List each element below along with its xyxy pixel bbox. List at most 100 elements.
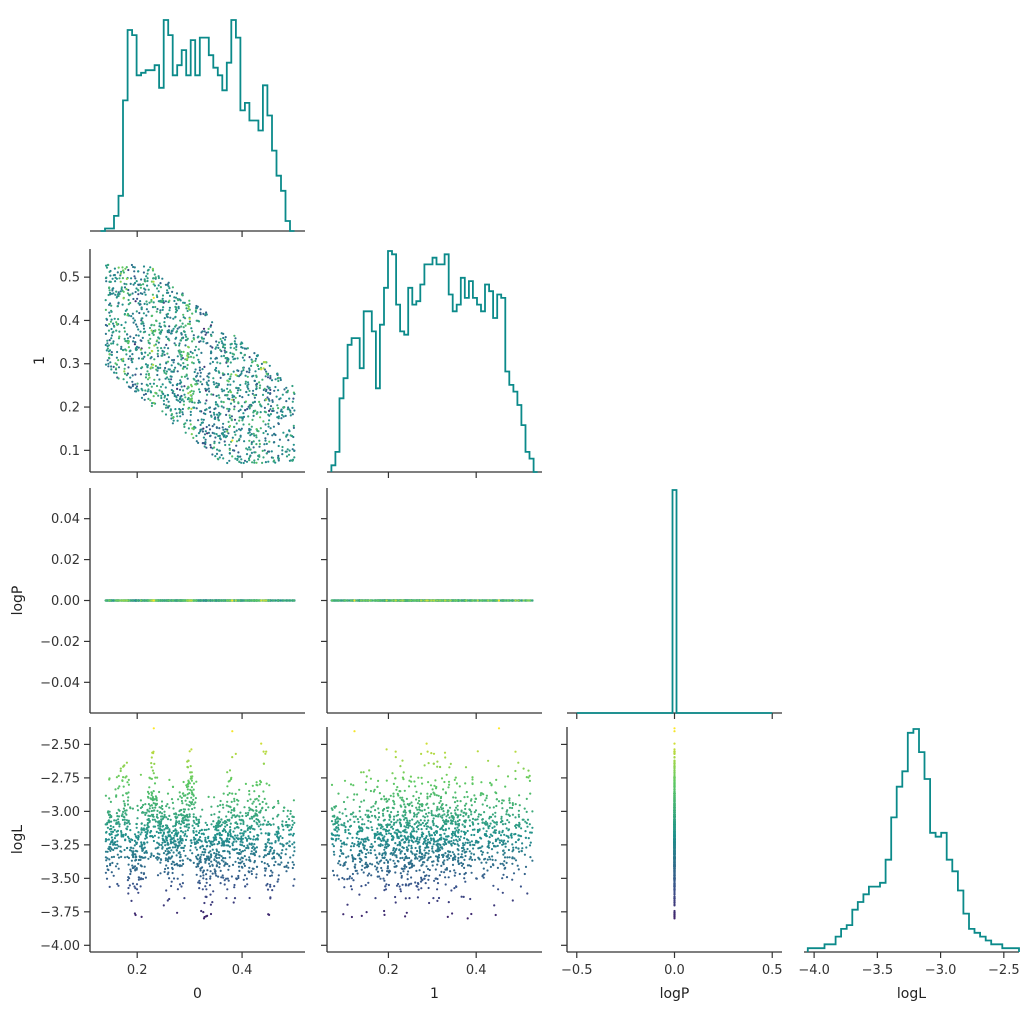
scatter-point bbox=[157, 367, 160, 370]
scatter-point bbox=[241, 416, 244, 419]
scatter-point bbox=[164, 366, 167, 370]
scatter-point bbox=[517, 599, 520, 602]
scatter-point bbox=[179, 299, 182, 302]
scatter-point bbox=[243, 459, 247, 462]
scatter-point bbox=[289, 411, 292, 414]
scatter-point bbox=[186, 352, 189, 355]
scatter-point bbox=[425, 599, 428, 602]
scatter-point bbox=[115, 356, 118, 359]
scatter-point bbox=[180, 325, 183, 328]
scatter-point bbox=[154, 391, 157, 394]
scatter-point bbox=[142, 322, 145, 325]
scatter-point bbox=[256, 355, 259, 358]
scatter-point bbox=[112, 342, 115, 345]
scatter-point bbox=[178, 326, 181, 329]
scatter-point bbox=[271, 889, 274, 892]
scatter-point bbox=[228, 459, 231, 462]
scatter-point bbox=[217, 434, 220, 438]
scatter-point bbox=[139, 599, 142, 602]
scatter-point bbox=[122, 271, 125, 274]
scatter-point bbox=[126, 879, 129, 882]
scatter-point bbox=[267, 913, 270, 916]
scatter-point bbox=[132, 297, 135, 301]
scatter-point bbox=[280, 417, 283, 420]
scatter-point bbox=[264, 437, 267, 440]
scatter-point bbox=[267, 425, 270, 428]
scatter-point bbox=[527, 599, 530, 602]
scatter-point bbox=[181, 411, 184, 414]
scatter-point bbox=[172, 317, 175, 320]
scatter-point bbox=[142, 283, 145, 286]
scatter-point bbox=[268, 364, 271, 367]
scatter-point bbox=[140, 278, 143, 281]
scatter-point bbox=[133, 319, 136, 322]
scatter-point bbox=[417, 599, 420, 602]
scatter-point bbox=[265, 442, 268, 445]
scatter-point bbox=[140, 877, 143, 880]
scatter-point bbox=[249, 434, 252, 437]
scatter-point bbox=[353, 599, 356, 602]
scatter-point bbox=[129, 301, 132, 305]
scatter-point bbox=[205, 446, 208, 449]
scatter-point bbox=[110, 368, 113, 371]
scatter-point bbox=[166, 360, 170, 363]
scatter-point bbox=[216, 413, 219, 416]
scatter-point bbox=[249, 405, 252, 408]
scatter-point bbox=[233, 886, 236, 889]
scatter-point bbox=[129, 335, 132, 338]
scatter-point bbox=[197, 379, 200, 382]
scatter-point bbox=[209, 875, 212, 878]
scatter-point bbox=[138, 303, 141, 306]
scatter-point bbox=[243, 440, 246, 443]
scatter-point bbox=[174, 408, 177, 411]
scatter-point bbox=[180, 375, 183, 378]
scatter-point bbox=[109, 361, 112, 364]
scatter-point bbox=[262, 367, 265, 370]
scatter-point bbox=[274, 385, 277, 389]
scatter-point bbox=[142, 599, 145, 602]
scatter-point bbox=[242, 412, 245, 415]
scatter-point bbox=[117, 377, 120, 380]
scatter-point bbox=[166, 329, 169, 332]
scatter-point bbox=[122, 378, 125, 381]
scatter-point bbox=[199, 340, 202, 343]
scatter-point bbox=[265, 372, 268, 375]
scatter-point bbox=[105, 877, 109, 880]
scatter-point bbox=[199, 401, 202, 404]
scatter-point bbox=[104, 343, 107, 347]
scatter-point bbox=[121, 277, 124, 280]
scatter-point bbox=[213, 413, 216, 416]
scatter-point bbox=[122, 290, 125, 293]
histogram-logL bbox=[806, 728, 1020, 952]
scatter-point bbox=[148, 352, 151, 355]
scatter-point bbox=[276, 404, 279, 407]
scatter-point bbox=[210, 415, 213, 418]
scatter-point bbox=[237, 401, 240, 404]
scatter-point bbox=[194, 368, 197, 371]
scatter-point bbox=[229, 351, 232, 354]
scatter-point bbox=[266, 385, 269, 388]
scatter-point bbox=[391, 599, 394, 602]
scatter-point bbox=[204, 599, 207, 602]
scatter-point bbox=[237, 876, 240, 880]
scatter-point bbox=[292, 443, 295, 446]
scatter-point bbox=[365, 599, 368, 602]
scatter-point bbox=[177, 363, 180, 366]
scatter-point bbox=[242, 423, 245, 426]
scatter-point bbox=[234, 433, 237, 436]
scatter-point bbox=[144, 363, 148, 366]
scatter-point bbox=[176, 419, 179, 422]
scatter-point bbox=[236, 369, 239, 372]
scatter-point bbox=[197, 320, 201, 323]
scatter-point bbox=[240, 461, 243, 464]
scatter-point bbox=[127, 892, 130, 895]
scatter-point bbox=[165, 370, 168, 373]
scatter-point bbox=[253, 352, 256, 355]
scatter-point bbox=[267, 422, 270, 425]
scatter-point bbox=[108, 353, 111, 356]
scatter-point bbox=[157, 276, 160, 280]
scatter-point bbox=[246, 375, 249, 378]
scatter-point bbox=[147, 339, 150, 342]
scatter-point bbox=[155, 310, 158, 313]
scatter-point bbox=[141, 336, 144, 339]
